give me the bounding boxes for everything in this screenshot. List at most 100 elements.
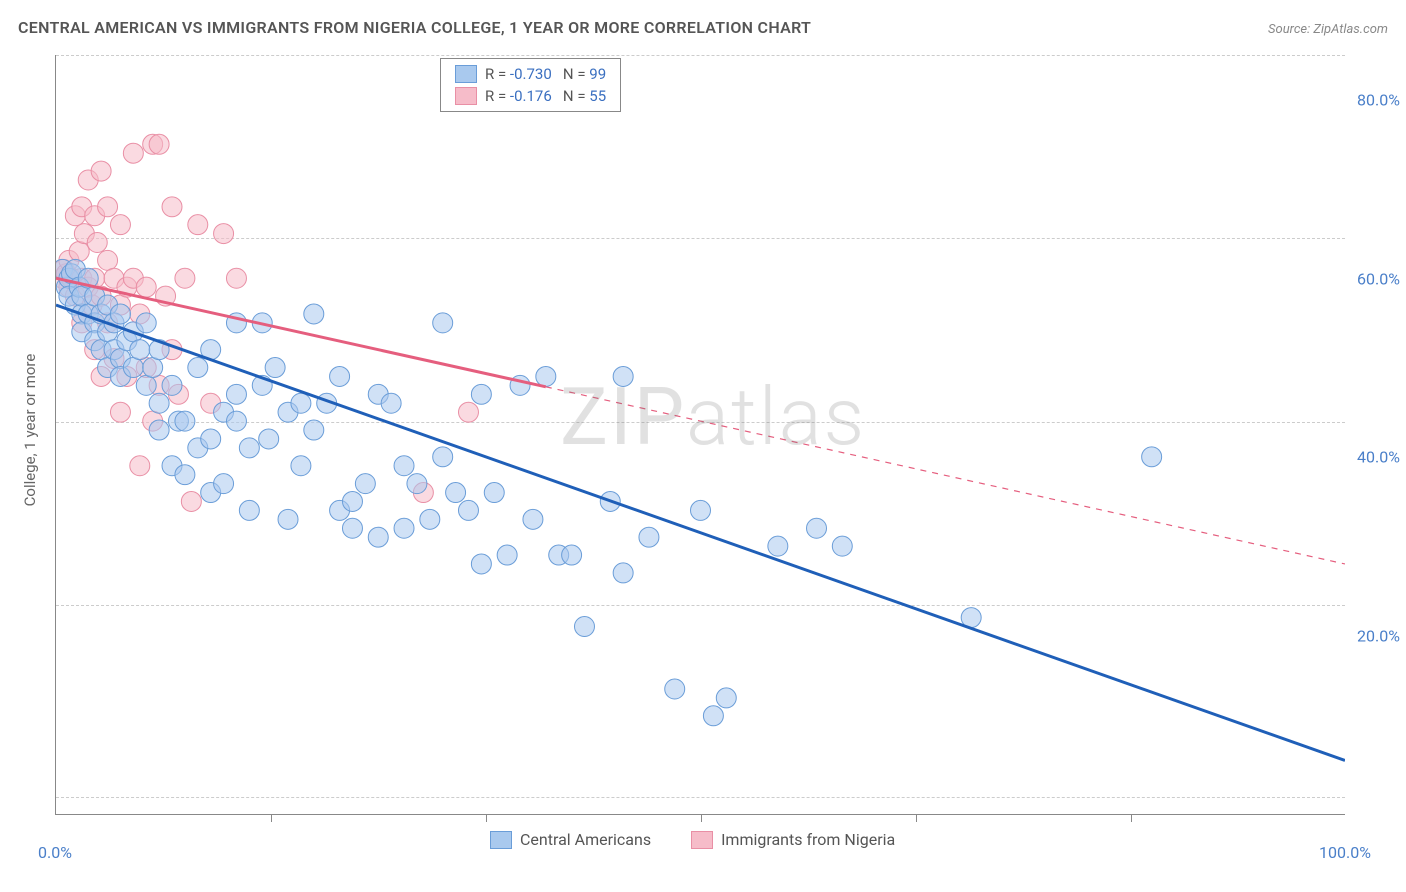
data-point	[110, 215, 130, 235]
legend-text: R = -0.730 N = 99	[485, 65, 606, 83]
legend-swatch	[691, 831, 713, 849]
data-point	[214, 474, 234, 494]
data-point	[201, 429, 221, 449]
legend-swatch	[455, 65, 477, 83]
data-point	[149, 420, 169, 440]
data-point	[832, 536, 852, 556]
data-point	[304, 304, 324, 324]
y-axis-label: College, 1 year or more	[21, 354, 39, 507]
x-tick	[1131, 814, 1132, 822]
legend-row: R = -0.730 N = 99	[455, 65, 606, 83]
legend-swatch	[455, 87, 477, 105]
data-point	[69, 241, 89, 261]
data-point	[355, 474, 375, 494]
legend-label: Central Americans	[520, 830, 651, 849]
data-point	[471, 554, 491, 574]
trend-line-extrapolated	[546, 387, 1345, 564]
data-point	[226, 268, 246, 288]
data-point	[188, 215, 208, 235]
data-point	[446, 483, 466, 503]
series-legend: Central Americans Immigrants from Nigeria	[490, 830, 895, 849]
data-point	[239, 438, 259, 458]
legend-swatch	[490, 831, 512, 849]
data-point	[420, 509, 440, 529]
data-point	[98, 197, 118, 217]
data-point	[342, 518, 362, 538]
data-point	[136, 313, 156, 333]
data-point	[716, 688, 736, 708]
data-point	[188, 358, 208, 378]
data-point	[181, 491, 201, 511]
y-tick-label: 20.0%	[1357, 627, 1400, 646]
data-point	[175, 268, 195, 288]
scatter-chart-svg	[56, 55, 1345, 814]
data-point	[226, 411, 246, 431]
data-point	[123, 358, 143, 378]
data-point	[703, 706, 723, 726]
data-point	[458, 402, 478, 422]
data-point	[536, 366, 556, 386]
x-tick	[486, 814, 487, 822]
data-point	[110, 304, 130, 324]
x-tick-label: 100.0%	[1319, 843, 1371, 862]
data-point	[239, 500, 259, 520]
legend-item: Central Americans	[490, 830, 651, 849]
data-point	[136, 277, 156, 297]
correlation-legend: R = -0.730 N = 99 R = -0.176 N = 55	[440, 58, 621, 112]
data-point	[162, 197, 182, 217]
data-point	[175, 465, 195, 485]
data-point	[304, 420, 324, 440]
data-point	[330, 366, 350, 386]
data-point	[613, 563, 633, 583]
data-point	[291, 456, 311, 476]
data-point	[87, 233, 107, 253]
data-point	[130, 456, 150, 476]
data-point	[162, 375, 182, 395]
data-point	[226, 384, 246, 404]
legend-text: R = -0.176 N = 55	[485, 87, 606, 105]
data-point	[768, 536, 788, 556]
data-point	[123, 143, 143, 163]
data-point	[265, 358, 285, 378]
data-point	[98, 250, 118, 270]
data-point	[91, 161, 111, 181]
data-point	[497, 545, 517, 565]
x-tick	[916, 814, 917, 822]
data-point	[523, 509, 543, 529]
y-tick-label: 60.0%	[1357, 269, 1400, 288]
x-tick	[701, 814, 702, 822]
data-point	[214, 224, 234, 244]
data-point	[574, 616, 594, 636]
data-point	[433, 313, 453, 333]
chart-title: CENTRAL AMERICAN VS IMMIGRANTS FROM NIGE…	[18, 18, 811, 37]
data-point	[291, 393, 311, 413]
data-point	[691, 500, 711, 520]
data-point	[110, 402, 130, 422]
data-point	[665, 679, 685, 699]
data-point	[1142, 447, 1162, 467]
data-point	[149, 134, 169, 154]
data-point	[130, 340, 150, 360]
data-point	[562, 545, 582, 565]
y-tick-label: 40.0%	[1357, 448, 1400, 467]
data-point	[484, 483, 504, 503]
legend-row: R = -0.176 N = 55	[455, 87, 606, 105]
data-point	[458, 500, 478, 520]
x-tick	[271, 814, 272, 822]
x-tick-label: 0.0%	[38, 843, 72, 862]
legend-item: Immigrants from Nigeria	[691, 830, 895, 849]
data-point	[136, 375, 156, 395]
data-point	[342, 491, 362, 511]
data-point	[278, 509, 298, 529]
data-point	[407, 474, 427, 494]
data-point	[143, 358, 163, 378]
data-point	[259, 429, 279, 449]
data-point	[471, 384, 491, 404]
data-point	[639, 527, 659, 547]
data-point	[394, 518, 414, 538]
data-point	[394, 456, 414, 476]
legend-label: Immigrants from Nigeria	[721, 830, 895, 849]
y-tick-label: 80.0%	[1357, 90, 1400, 109]
trend-line	[56, 305, 1345, 760]
source-attribution: Source: ZipAtlas.com	[1268, 22, 1388, 37]
